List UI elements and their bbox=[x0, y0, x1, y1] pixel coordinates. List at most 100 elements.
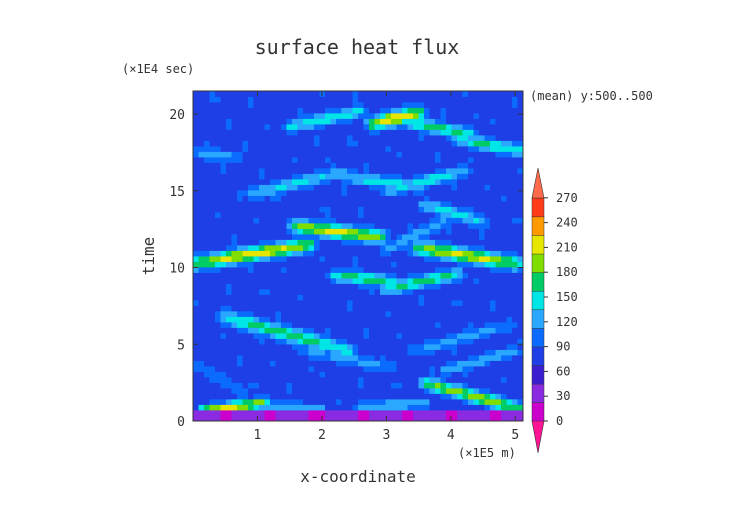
heatmap-cell bbox=[231, 184, 238, 191]
heatmap-cell bbox=[314, 399, 320, 405]
heatmap-cell bbox=[248, 245, 254, 251]
heatmap-cell bbox=[347, 162, 353, 169]
heatmap-cell bbox=[352, 234, 359, 240]
heatmap-cell bbox=[270, 118, 276, 125]
heatmap-cell bbox=[297, 250, 304, 257]
heatmap-cell bbox=[413, 212, 419, 218]
heatmap-cell bbox=[198, 272, 205, 279]
heatmap-cell bbox=[204, 410, 210, 416]
heatmap-cell bbox=[231, 393, 238, 400]
heatmap-cell bbox=[413, 399, 419, 405]
heatmap-cell bbox=[253, 96, 260, 103]
heatmap-cell bbox=[495, 228, 502, 235]
heatmap-cell bbox=[495, 283, 502, 290]
heatmap-cell bbox=[501, 157, 507, 163]
heatmap-cell bbox=[512, 289, 518, 295]
heatmap-cell bbox=[319, 300, 326, 306]
heatmap-cell bbox=[462, 212, 469, 218]
heatmap-cell bbox=[440, 162, 447, 169]
heatmap-cell bbox=[209, 283, 216, 290]
heatmap-cell bbox=[308, 135, 315, 141]
heatmap-cell bbox=[451, 228, 458, 235]
heatmap-cell bbox=[314, 146, 320, 152]
heatmap-cell bbox=[308, 190, 315, 196]
heatmap-cell bbox=[352, 239, 359, 246]
heatmap-cell bbox=[413, 410, 419, 416]
heatmap-cell bbox=[242, 168, 249, 174]
heatmap-cell bbox=[517, 300, 524, 306]
heatmap-cell bbox=[270, 388, 276, 394]
heatmap-cell bbox=[264, 135, 271, 141]
heatmap-cell bbox=[512, 217, 518, 224]
heatmap-cell bbox=[253, 371, 260, 378]
heatmap-cell bbox=[319, 102, 326, 108]
heatmap-cell bbox=[440, 344, 447, 350]
heatmap-cell bbox=[407, 151, 414, 158]
heatmap-cell bbox=[220, 228, 227, 235]
heatmap-cell bbox=[490, 190, 496, 196]
heatmap-cell bbox=[248, 113, 254, 119]
heatmap-cell bbox=[484, 294, 491, 301]
heatmap-cell bbox=[358, 107, 364, 114]
heatmap-cell bbox=[380, 113, 386, 119]
heatmap-cell bbox=[264, 404, 271, 411]
heatmap-cell bbox=[358, 195, 364, 202]
heatmap-cell bbox=[336, 327, 342, 334]
heatmap-cell bbox=[517, 388, 524, 394]
heatmap-cell bbox=[270, 91, 276, 97]
heatmap-cell bbox=[391, 344, 397, 350]
heatmap-cell bbox=[193, 300, 199, 306]
heatmap-cell bbox=[347, 96, 353, 103]
heatmap-cell bbox=[435, 129, 441, 136]
heatmap-cell bbox=[468, 107, 474, 114]
heatmap-cell bbox=[418, 228, 425, 235]
heatmap-cell bbox=[336, 404, 342, 411]
heatmap-cell bbox=[435, 162, 441, 169]
heatmap-cell bbox=[198, 146, 205, 152]
heatmap-cell bbox=[209, 366, 216, 372]
heatmap-cell bbox=[204, 267, 210, 273]
heatmap-cell bbox=[462, 217, 469, 224]
heatmap-cell bbox=[440, 223, 447, 229]
heatmap-cell bbox=[462, 157, 469, 163]
heatmap-cell bbox=[198, 239, 205, 246]
heatmap-cell bbox=[303, 327, 309, 334]
heatmap-cell bbox=[385, 129, 392, 136]
heatmap-cell bbox=[391, 113, 397, 119]
heatmap-cell bbox=[319, 212, 326, 218]
heatmap-cell bbox=[297, 245, 304, 251]
heatmap-cell bbox=[363, 140, 370, 147]
heatmap-cell bbox=[297, 344, 304, 350]
heatmap-cell bbox=[468, 151, 474, 158]
heatmap-cell bbox=[259, 355, 265, 361]
heatmap-cell bbox=[297, 366, 304, 372]
heatmap-cell bbox=[341, 184, 348, 191]
heatmap-cell bbox=[204, 382, 210, 389]
heatmap-cell bbox=[457, 250, 463, 257]
heatmap-cell bbox=[396, 206, 403, 213]
colorbar-label: 120 bbox=[556, 315, 578, 329]
heatmap-cell bbox=[259, 124, 265, 130]
heatmap-cell bbox=[380, 289, 386, 295]
heatmap-cell bbox=[193, 366, 199, 372]
heatmap-cell bbox=[248, 371, 254, 378]
heatmap-cell bbox=[303, 261, 309, 268]
heatmap-cell bbox=[413, 415, 419, 422]
heatmap-cell bbox=[473, 382, 480, 389]
heatmap-cell bbox=[204, 278, 210, 284]
heatmap-cell bbox=[484, 162, 491, 169]
heatmap-cell bbox=[270, 278, 276, 284]
heatmap-cell bbox=[341, 245, 348, 251]
heatmap-cell bbox=[407, 206, 414, 213]
heatmap-cell bbox=[226, 135, 232, 141]
heatmap-cell bbox=[259, 294, 265, 301]
colorbar-label: 240 bbox=[556, 216, 578, 230]
heatmap-cell bbox=[468, 404, 474, 411]
heatmap-cell bbox=[380, 316, 386, 323]
heatmap-cell bbox=[495, 201, 502, 207]
heatmap-cell bbox=[209, 245, 216, 251]
heatmap-cell bbox=[418, 344, 425, 350]
heatmap-cell bbox=[336, 91, 342, 97]
heatmap-cell bbox=[363, 267, 370, 273]
